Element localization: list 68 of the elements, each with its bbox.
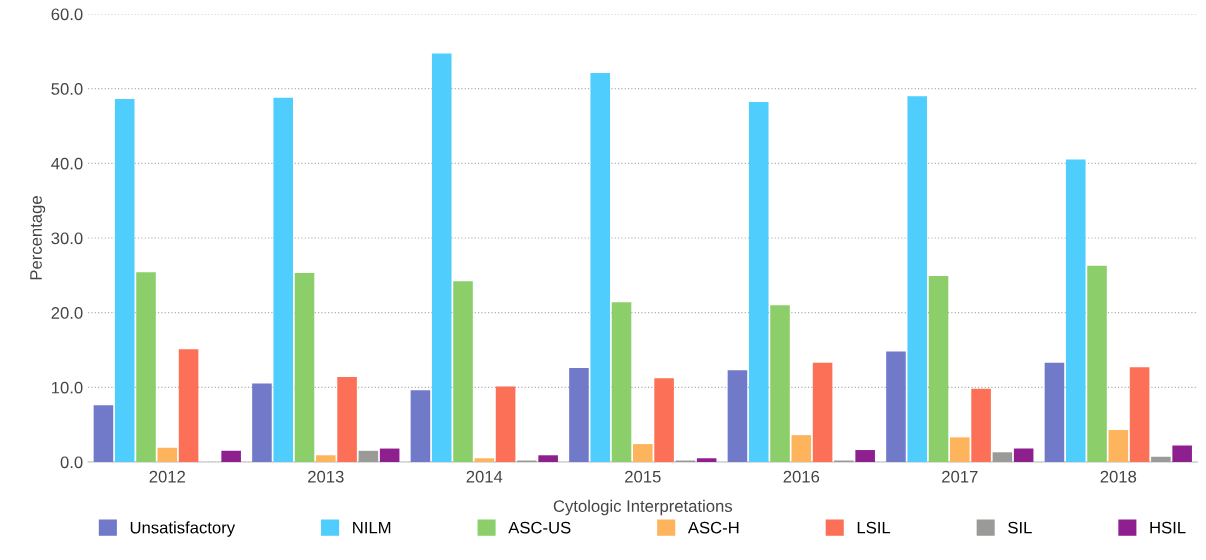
- bar: [495, 386, 516, 462]
- bar: [928, 276, 949, 462]
- bar: [886, 351, 906, 462]
- bar: [358, 450, 379, 462]
- bar: [770, 305, 790, 462]
- bar: [1151, 456, 1171, 462]
- y-axis-title: Percentage: [30, 196, 46, 280]
- legend-label: ASC-H: [687, 521, 739, 534]
- bar: [252, 383, 272, 462]
- x-tick-label: 2018: [1100, 470, 1137, 483]
- x-tick-label: 2015: [625, 470, 661, 483]
- legend-label: HSIL: [1150, 521, 1186, 534]
- y-tick-label: 10.0: [52, 381, 83, 394]
- bar: [1108, 429, 1129, 462]
- bar: [316, 455, 336, 462]
- bar: [114, 99, 135, 462]
- bar: [538, 455, 558, 462]
- legend-label: LSIL: [857, 521, 891, 534]
- bar: [93, 405, 114, 462]
- bar: [611, 302, 632, 462]
- x-tick-label: 2016: [783, 470, 820, 483]
- bar: [727, 370, 748, 462]
- y-tick-label: 50.0: [51, 83, 83, 95]
- y-tick-label: 20.0: [51, 307, 83, 319]
- x-tick-label: 2012: [149, 470, 185, 483]
- bar: [812, 362, 833, 462]
- bar: [1065, 159, 1086, 462]
- bar: [791, 435, 812, 462]
- bar: [337, 376, 357, 462]
- bar: [855, 450, 875, 462]
- bar: [748, 102, 769, 462]
- bar: [453, 281, 473, 462]
- bar: [950, 437, 970, 462]
- bar: [633, 444, 653, 462]
- bar: [1044, 362, 1065, 462]
- legend-label: SIL: [1008, 521, 1032, 534]
- bar: [294, 273, 315, 462]
- bar: [379, 448, 400, 462]
- y-tick-label: 30.0: [51, 232, 83, 245]
- bar: [273, 97, 294, 462]
- legend-label: Unsatisfactory: [130, 521, 236, 537]
- bar: [157, 447, 178, 462]
- bar: [1129, 367, 1150, 462]
- x-tick-label: 2013: [308, 470, 344, 483]
- x-axis-title: Cytologic Interpretations: [553, 499, 733, 516]
- bar: [696, 458, 717, 462]
- y-tick-label: 60.0: [51, 8, 83, 21]
- bar: [410, 390, 431, 462]
- legend-label: ASC-US: [508, 521, 571, 534]
- bar: [474, 458, 495, 462]
- bar: [1087, 265, 1107, 462]
- bar: [178, 349, 199, 462]
- y-tick-label: 0.0: [60, 456, 83, 469]
- bar: [590, 72, 611, 462]
- bar: [907, 96, 928, 462]
- bar: [992, 452, 1013, 462]
- x-tick-label: 2017: [942, 470, 978, 483]
- bar: [1013, 448, 1034, 462]
- bar: [654, 378, 674, 462]
- bar: [221, 450, 241, 462]
- bar: [569, 367, 589, 462]
- bar: [1172, 445, 1192, 462]
- y-tick-label: 40.0: [51, 157, 83, 170]
- bar: [136, 272, 156, 462]
- bar: [431, 53, 452, 462]
- legend-label: NILM: [353, 521, 391, 534]
- x-tick-label: 2014: [466, 470, 503, 483]
- bar: [971, 388, 991, 462]
